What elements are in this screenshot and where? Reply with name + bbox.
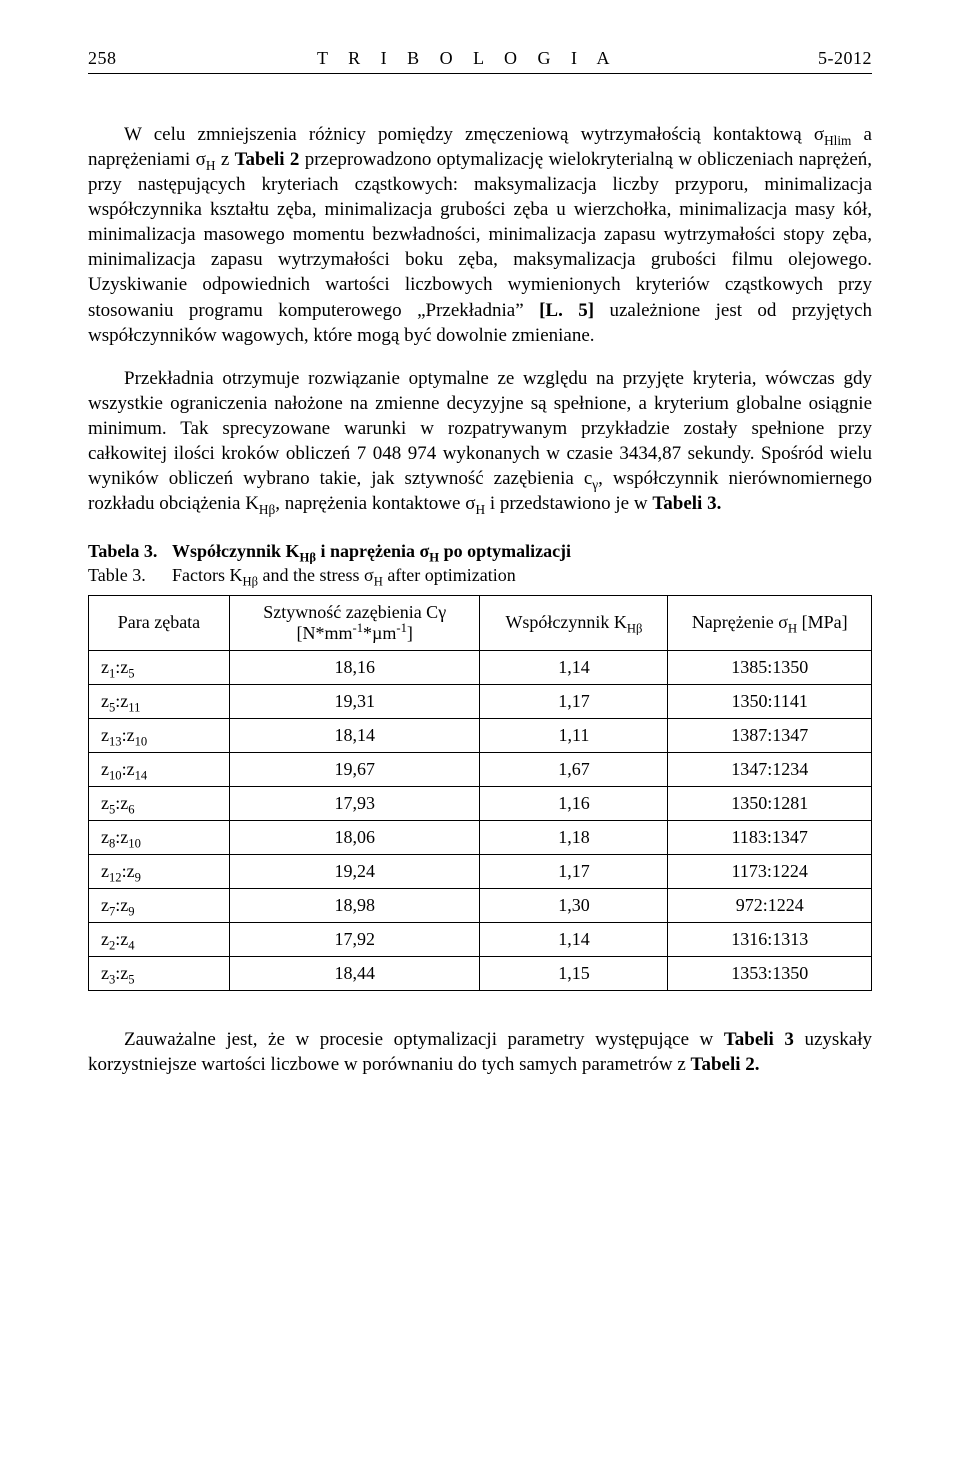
col-header-stiffness-line1: Sztywność zazębienia Cγ [263,602,446,622]
cell-pair: z3:z5 [89,956,230,990]
cell-khb: 1,15 [480,956,668,990]
cell-sigma: 1316:1313 [668,922,872,956]
page-number: 258 [88,48,117,69]
cell-cg: 17,93 [229,786,480,820]
cell-khb: 1,67 [480,752,668,786]
table-row: z7:z9 18,98 1,30 972:1224 [89,888,872,922]
table-header-row: Para zębata Sztywność zazębienia Cγ [N*m… [89,595,872,650]
caption-label-en: Table 3. [88,564,172,587]
table-row: z13:z10 18,14 1,11 1387:1347 [89,718,872,752]
cell-pair: z5:z11 [89,684,230,718]
cell-khb: 1,18 [480,820,668,854]
col-header-sigma: Naprężenie σH [MPa] [668,595,872,650]
cell-sigma: 1350:1281 [668,786,872,820]
table-row: z1:z5 18,16 1,14 1385:1350 [89,650,872,684]
results-table: Para zębata Sztywność zazębienia Cγ [N*m… [88,595,872,991]
cell-pair: z13:z10 [89,718,230,752]
cell-pair: z10:z14 [89,752,230,786]
cell-khb: 1,30 [480,888,668,922]
journal-title: T R I B O L O G I A [317,48,618,69]
table-row: z5:z11 19,31 1,17 1350:1141 [89,684,872,718]
cell-khb: 1,11 [480,718,668,752]
cell-cg: 18,06 [229,820,480,854]
cell-sigma: 1353:1350 [668,956,872,990]
cell-sigma: 1173:1224 [668,854,872,888]
cell-cg: 17,92 [229,922,480,956]
table-body: z1:z5 18,16 1,14 1385:1350 z5:z11 19,31 … [89,650,872,990]
caption-label-pl: Tabela 3. [88,540,172,563]
table-row: z8:z10 18,06 1,18 1183:1347 [89,820,872,854]
running-header: 258 T R I B O L O G I A 5-2012 [88,48,872,74]
cell-cg: 18,16 [229,650,480,684]
cell-khb: 1,17 [480,684,668,718]
cell-pair: z8:z10 [89,820,230,854]
paragraph-3: Zauważalne jest, że w procesie optymaliz… [88,1027,872,1077]
cell-sigma: 1385:1350 [668,650,872,684]
cell-sigma: 1387:1347 [668,718,872,752]
cell-sigma: 972:1224 [668,888,872,922]
paragraph-1: W celu zmniejszenia różnicy pomiędzy zmę… [88,122,872,348]
caption-text-en: Factors KHβ and the stress σH after opti… [172,564,516,587]
table-row: z2:z4 17,92 1,14 1316:1313 [89,922,872,956]
col-header-stiffness-line2: [N*mm-1*µm-1] [297,623,413,643]
cell-cg: 19,31 [229,684,480,718]
page: 258 T R I B O L O G I A 5-2012 W celu zm… [0,0,960,1475]
table-row: z10:z14 19,67 1,67 1347:1234 [89,752,872,786]
cell-pair: z7:z9 [89,888,230,922]
cell-pair: z5:z6 [89,786,230,820]
cell-cg: 18,14 [229,718,480,752]
paragraph-2: Przekładnia otrzymuje rozwiązanie optyma… [88,366,872,516]
cell-cg: 19,24 [229,854,480,888]
cell-khb: 1,17 [480,854,668,888]
caption-text-pl: Współczynnik KHβ i naprężenia σH po opty… [172,540,571,563]
col-header-stiffness: Sztywność zazębienia Cγ [N*mm-1*µm-1] [229,595,480,650]
col-header-pair: Para zębata [89,595,230,650]
table-row: z12:z9 19,24 1,17 1173:1224 [89,854,872,888]
cell-sigma: 1350:1141 [668,684,872,718]
issue-year: 5-2012 [818,48,872,69]
cell-pair: z12:z9 [89,854,230,888]
cell-khb: 1,16 [480,786,668,820]
cell-cg: 19,67 [229,752,480,786]
col-header-khb: Współczynnik KHβ [480,595,668,650]
cell-cg: 18,44 [229,956,480,990]
cell-sigma: 1347:1234 [668,752,872,786]
cell-khb: 1,14 [480,650,668,684]
table-row: z3:z5 18,44 1,15 1353:1350 [89,956,872,990]
cell-cg: 18,98 [229,888,480,922]
cell-khb: 1,14 [480,922,668,956]
table-row: z5:z6 17,93 1,16 1350:1281 [89,786,872,820]
cell-pair: z2:z4 [89,922,230,956]
cell-sigma: 1183:1347 [668,820,872,854]
table-caption: Tabela 3. Współczynnik KHβ i naprężenia … [88,540,872,587]
cell-pair: z1:z5 [89,650,230,684]
